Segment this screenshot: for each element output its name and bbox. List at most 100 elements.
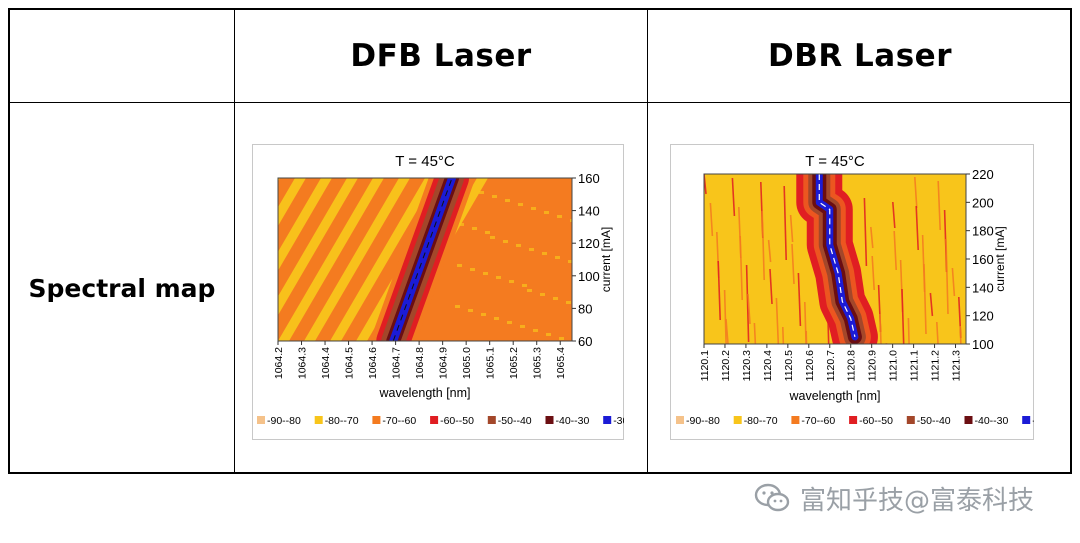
heatmap-streak xyxy=(901,288,905,344)
heatmap-streak xyxy=(797,272,802,327)
table-divider xyxy=(647,10,648,472)
x-tick-label: 1121.1 xyxy=(909,350,921,381)
heatmap-speckle xyxy=(522,284,527,287)
x-tick-label: 1120.7 xyxy=(825,350,837,381)
legend-swatch xyxy=(791,416,800,424)
x-tick-label: 1064.7 xyxy=(391,347,403,379)
column-header-dfb: DFB Laser xyxy=(350,38,532,74)
heatmap-speckle xyxy=(520,325,525,328)
heatmap-speckle xyxy=(527,289,532,292)
legend-label: -90--80 xyxy=(686,415,720,427)
legend-label: -70--60 xyxy=(382,415,416,427)
x-axis-label: wavelength [nm] xyxy=(788,389,880,403)
x-tick-label: 1120.8 xyxy=(846,350,858,381)
dfb-spectral-map-chart: T = 45°C 1064.2 1064.3 1064.4 1064.5 1064.6 10… xyxy=(252,144,624,440)
legend-label: -30--20 xyxy=(613,415,624,427)
heatmap-speckle xyxy=(553,297,558,300)
heatmap-streak xyxy=(892,201,896,229)
heatmap-streak xyxy=(717,260,721,321)
heatmap-band xyxy=(330,178,436,341)
heatmap-speckle xyxy=(533,329,538,332)
table-divider xyxy=(10,102,1070,103)
legend-label: -90--80 xyxy=(267,415,301,427)
x-tick-label: 1065.4 xyxy=(555,347,567,379)
y-tick-label: 120 xyxy=(578,236,600,251)
legend-label: -50--40 xyxy=(498,415,532,427)
heatmap-speckle xyxy=(566,301,571,304)
y-tick-label: 160 xyxy=(578,171,600,186)
heatmap-streak xyxy=(775,297,780,344)
watermark: 富知乎技@富泰科技 xyxy=(752,478,1034,518)
heatmap-speckle xyxy=(546,333,551,336)
x-tick-label: 1121.0 xyxy=(888,350,900,381)
heatmap-speckle xyxy=(518,203,523,206)
x-tick-label: 1120.5 xyxy=(783,350,795,381)
x-tick-label: 1065.3 xyxy=(532,347,544,379)
y-axis-label: current [mA] xyxy=(599,227,613,292)
legend-swatch xyxy=(849,416,858,424)
x-tick-label: 1120.3 xyxy=(741,350,753,381)
dfb-chart-svg: T = 45°C 1064.2 1064.3 1064.4 1064.5 1064.6 10… xyxy=(252,144,624,440)
chart-title: T = 45°C xyxy=(805,153,865,170)
legend-label: -50--40 xyxy=(917,415,951,427)
legend-label: -80--70 xyxy=(744,415,778,427)
heatmap-streak xyxy=(709,202,714,237)
heatmap-speckle xyxy=(483,272,488,275)
heatmap-streak xyxy=(761,210,765,281)
dbr-chart-svg: T = 45°C 1120.1 1120.2 1120.3 1120.4 1120.5 11… xyxy=(670,144,1034,440)
heatmap-streak xyxy=(789,214,794,243)
heatmap-speckle xyxy=(472,227,477,230)
heatmap-streak xyxy=(783,185,787,261)
legend-swatch xyxy=(676,416,684,424)
x-tick-label: 1064.2 xyxy=(273,347,285,379)
x-tick-label: 1120.2 xyxy=(720,350,732,381)
y-tick-label: 100 xyxy=(578,269,600,284)
y-tick-label: 60 xyxy=(578,334,592,349)
heatmap-streak xyxy=(915,205,919,251)
legend-swatch xyxy=(733,416,742,424)
heatmap-speckle xyxy=(470,268,475,271)
x-tick-label: 1064.3 xyxy=(297,347,309,379)
heatmap-streak xyxy=(959,325,962,344)
heatmap-streak xyxy=(739,235,743,301)
legend-swatch xyxy=(906,416,915,424)
heatmap-streak xyxy=(923,263,927,335)
legend-swatch xyxy=(430,416,439,424)
row-label-spectral-map: Spectral map xyxy=(28,273,216,303)
heatmap-speckle xyxy=(507,321,512,324)
heatmap-streak xyxy=(745,264,750,343)
legend-label: -40--30 xyxy=(975,415,1009,427)
heatmap-streak xyxy=(945,238,949,315)
heatmap-band xyxy=(278,178,384,341)
heatmap-speckle xyxy=(457,264,462,267)
x-tick-label: 1065.2 xyxy=(508,347,520,379)
x-tick-label: 1064.4 xyxy=(320,347,332,379)
legend-label: -30--20 xyxy=(1032,415,1034,427)
heatmap-speckle xyxy=(485,231,490,234)
heatmap-area xyxy=(278,178,572,341)
legend-label: -80--70 xyxy=(325,415,359,427)
heatmap-streak xyxy=(914,176,918,209)
heatmap-streak xyxy=(893,230,897,271)
heatmap-speckle xyxy=(468,309,473,312)
heatmap-band xyxy=(304,178,410,341)
heatmap-speckle xyxy=(481,313,486,316)
heatmap-streak xyxy=(936,321,939,344)
heatmap-speckle xyxy=(492,195,497,198)
heatmap-speckle xyxy=(570,219,572,222)
peak-trace xyxy=(392,178,453,341)
legend-label: -40--30 xyxy=(556,415,590,427)
heatmap-streak xyxy=(951,267,956,297)
legend-swatch xyxy=(372,416,381,424)
x-tick-label: 1120.9 xyxy=(867,350,879,381)
heatmap-streak xyxy=(782,326,785,344)
chart-title: T = 45°C xyxy=(395,153,455,170)
heatmap-speckle xyxy=(479,191,484,194)
column-header-dbr: DBR Laser xyxy=(768,38,952,74)
legend-swatch xyxy=(487,416,496,424)
heatmap-speckle xyxy=(559,337,564,340)
heatmap-speckle xyxy=(509,280,514,283)
heatmap-speckle xyxy=(503,240,508,243)
x-tick-label: 1064.6 xyxy=(367,347,379,379)
x-tick-label: 1065.1 xyxy=(485,347,497,379)
